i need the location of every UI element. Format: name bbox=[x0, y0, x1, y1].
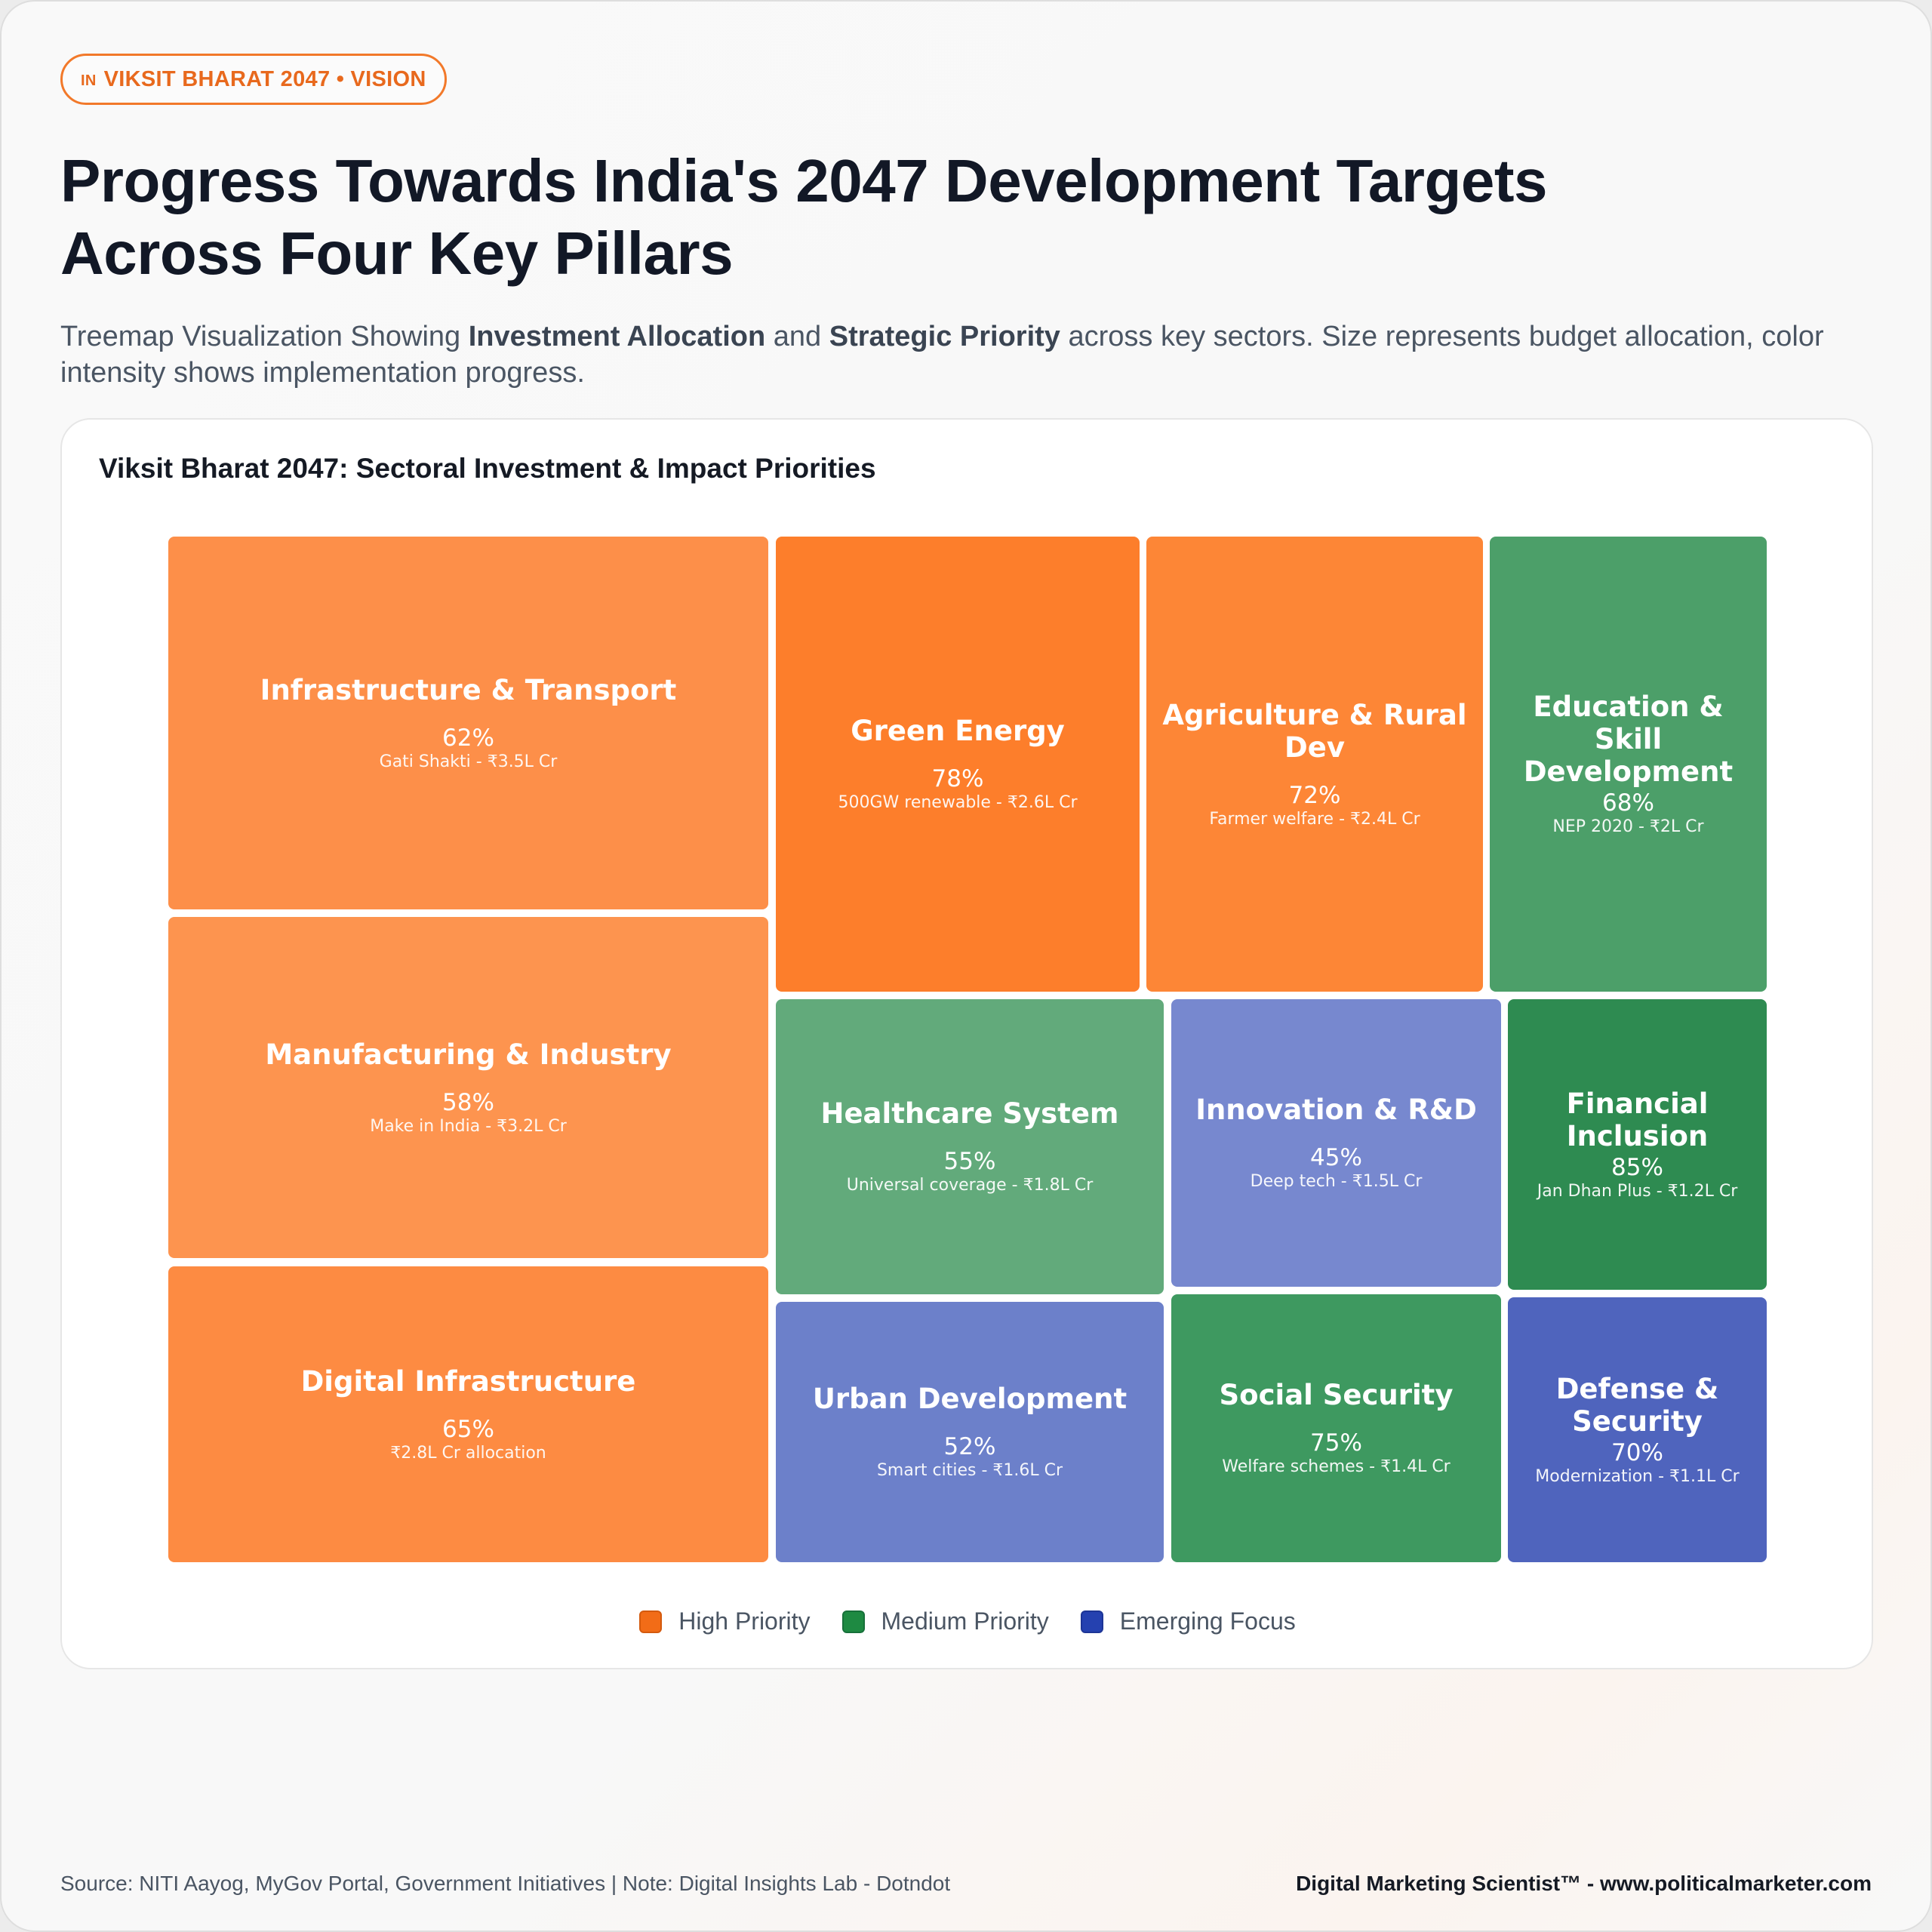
treemap-tile-urban-development bbox=[776, 1302, 1164, 1562]
subtitle-text-1: Treemap Visualization Showing bbox=[60, 321, 469, 352]
chart-legend: High Priority Medium Priority Emerging Foc… bbox=[2, 1607, 1930, 1635]
chart-title: Viksit Bharat 2047: Sectoral Investment … bbox=[99, 453, 876, 484]
treemap-tile-defense-and-security bbox=[1508, 1297, 1767, 1562]
subtitle-text-2: and bbox=[765, 321, 829, 352]
legend-swatch bbox=[639, 1610, 663, 1633]
legend-swatch bbox=[1080, 1610, 1103, 1633]
legend-label: Medium Priority bbox=[881, 1607, 1049, 1635]
subtitle-bold-2: Strategic Priority bbox=[829, 321, 1060, 352]
treemap-tile-green-energy bbox=[776, 537, 1140, 992]
subtitle-text-3: across key sectors. Size represents budg… bbox=[60, 321, 1824, 389]
treemap-tile-financial-inclusion bbox=[1508, 999, 1767, 1290]
title-line-2: Across Four Key Pillars bbox=[60, 220, 734, 287]
treemap-tile-education-and-skill-development bbox=[1490, 537, 1767, 992]
page-subtitle: Treemap Visualization Showing Investment… bbox=[60, 318, 1872, 391]
legend-item-medium-priority: Medium Priority bbox=[841, 1607, 1049, 1635]
treemap-tile-manufacturing-and-industry bbox=[168, 917, 768, 1258]
treemap-tile-healthcare-system bbox=[776, 999, 1164, 1294]
subtitle-bold-1: Investment Allocation bbox=[468, 321, 766, 352]
treemap-tile-agriculture-and-rural-dev bbox=[1146, 537, 1483, 992]
treemap-tile-infrastructure-and-transport bbox=[168, 537, 768, 909]
legend-label: High Priority bbox=[678, 1607, 811, 1635]
treemap-tile-social-security bbox=[1171, 1294, 1501, 1562]
legend-item-emerging-focus: Emerging Focus bbox=[1080, 1607, 1296, 1635]
legend-swatch bbox=[841, 1610, 865, 1633]
legend-item-high-priority: High Priority bbox=[639, 1607, 811, 1635]
treemap-tile-digital-infrastructure bbox=[168, 1266, 768, 1562]
title-line-1: Progress Towards India's 2047 Developmen… bbox=[60, 147, 1548, 214]
treemap-tile-innovation-and-randd bbox=[1171, 999, 1501, 1287]
badge-label: VIKSIT BHARAT 2047 • VISION bbox=[103, 66, 426, 91]
vision-badge: IN VIKSIT BHARAT 2047 • VISION bbox=[60, 54, 447, 105]
page-title: Progress Towards India's 2047 Developmen… bbox=[60, 145, 1796, 290]
india-flag-icon: IN bbox=[81, 72, 97, 89]
source-note: Source: NITI Aayog, MyGov Portal, Govern… bbox=[60, 1872, 951, 1895]
legend-label: Emerging Focus bbox=[1119, 1607, 1296, 1635]
brand-credit: Digital Marketing Scientist™ - www.polit… bbox=[1296, 1872, 1872, 1895]
